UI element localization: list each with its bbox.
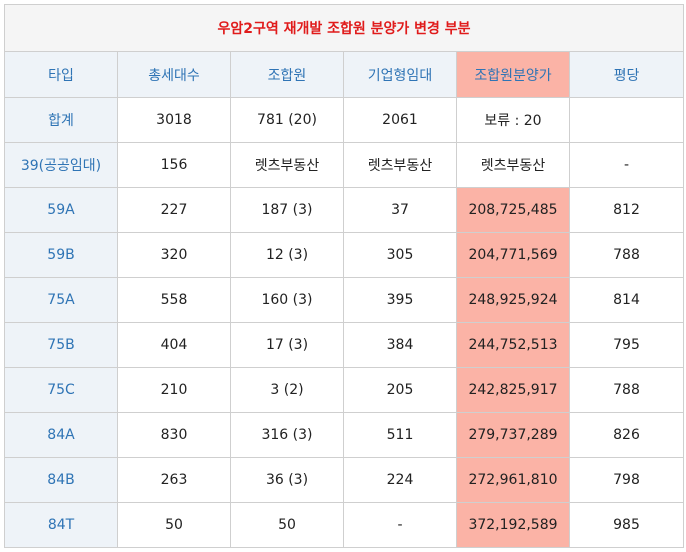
- cell-member-price: 204,771,569: [456, 232, 570, 278]
- header-total-units: 총세대수: [117, 51, 231, 98]
- cell-total-units: 404: [117, 322, 231, 368]
- cell-member-price: 248,925,924: [456, 277, 570, 323]
- cell-per-pyeong: [568, 97, 685, 143]
- cell-total-units: 156: [117, 142, 231, 188]
- header-per-pyeong: 평당: [568, 51, 685, 98]
- cell-total-units: 263: [117, 457, 231, 503]
- cell-per-pyeong: 788: [568, 367, 685, 413]
- cell-members: 50: [230, 502, 344, 548]
- cell-type: 75B: [4, 322, 118, 368]
- cell-type: 39(공공임대): [4, 142, 118, 188]
- cell-members: 316 (3): [230, 412, 344, 458]
- header-corporate-rental: 기업형임대: [343, 51, 457, 98]
- cell-members: 3 (2): [230, 367, 344, 413]
- table-row: 39(공공임대) 156 렛츠부동산 렛츠부동산 렛츠부동산 -: [4, 142, 685, 188]
- cell-member-price: 렛츠부동산: [456, 142, 570, 188]
- cell-members: 36 (3): [230, 457, 344, 503]
- cell-type: 75C: [4, 367, 118, 413]
- cell-members: 렛츠부동산: [230, 142, 344, 188]
- price-table: 우암2구역 재개발 조합원 분양가 변경 부분 타입 총세대수 조합원 기업형임…: [3, 4, 685, 548]
- table-title: 우암2구역 재개발 조합원 분양가 변경 부분: [3, 4, 685, 52]
- cell-type: 75A: [4, 277, 118, 323]
- price-table-container: 우암2구역 재개발 조합원 분양가 변경 부분 타입 총세대수 조합원 기업형임…: [3, 4, 685, 548]
- cell-type: 84B: [4, 457, 118, 503]
- cell-type: 59B: [4, 232, 118, 278]
- cell-total-units: 320: [117, 232, 231, 278]
- cell-corporate-rental: -: [343, 502, 457, 548]
- cell-corporate-rental: 511: [343, 412, 457, 458]
- cell-per-pyeong: 814: [568, 277, 685, 323]
- cell-member-price: 279,737,289: [456, 412, 570, 458]
- header-type: 타입: [4, 51, 118, 98]
- cell-per-pyeong: 985: [568, 502, 685, 548]
- cell-per-pyeong: 826: [568, 412, 685, 458]
- cell-member-price: 272,961,810: [456, 457, 570, 503]
- table-row: 75A 558 160 (3) 395 248,925,924 814: [4, 277, 685, 323]
- header-members: 조합원: [230, 51, 344, 98]
- cell-total-units: 3018: [117, 97, 231, 143]
- cell-per-pyeong: 795: [568, 322, 685, 368]
- cell-per-pyeong: 798: [568, 457, 685, 503]
- table-row: 84B 263 36 (3) 224 272,961,810 798: [4, 457, 685, 503]
- cell-corporate-rental: 37: [343, 187, 457, 233]
- cell-members: 12 (3): [230, 232, 344, 278]
- cell-per-pyeong: 788: [568, 232, 685, 278]
- cell-corporate-rental: 395: [343, 277, 457, 323]
- cell-corporate-rental: 205: [343, 367, 457, 413]
- cell-member-price: 244,752,513: [456, 322, 570, 368]
- cell-member-price: 보류 : 20: [456, 97, 570, 143]
- cell-corporate-rental: 렛츠부동산: [343, 142, 457, 188]
- cell-corporate-rental: 305: [343, 232, 457, 278]
- header-member-price: 조합원분양가: [456, 51, 570, 98]
- cell-total-units: 50: [117, 502, 231, 548]
- cell-per-pyeong: 812: [568, 187, 685, 233]
- cell-type: 합계: [4, 97, 118, 143]
- cell-member-price: 208,725,485: [456, 187, 570, 233]
- cell-member-price: 372,192,589: [456, 502, 570, 548]
- cell-total-units: 830: [117, 412, 231, 458]
- table-row: 75B 404 17 (3) 384 244,752,513 795: [4, 322, 685, 368]
- cell-total-units: 558: [117, 277, 231, 323]
- cell-per-pyeong: -: [568, 142, 685, 188]
- cell-members: 17 (3): [230, 322, 344, 368]
- cell-members: 160 (3): [230, 277, 344, 323]
- table-row: 59B 320 12 (3) 305 204,771,569 788: [4, 232, 685, 278]
- cell-members: 187 (3): [230, 187, 344, 233]
- cell-corporate-rental: 224: [343, 457, 457, 503]
- table-row: 59A 227 187 (3) 37 208,725,485 812: [4, 187, 685, 233]
- cell-total-units: 227: [117, 187, 231, 233]
- table-row: 합계 3018 781 (20) 2061 보류 : 20: [4, 97, 685, 143]
- cell-corporate-rental: 2061: [343, 97, 457, 143]
- cell-type: 84A: [4, 412, 118, 458]
- table-row: 84A 830 316 (3) 511 279,737,289 826: [4, 412, 685, 458]
- table-row: 84T 50 50-372,192,589 985: [4, 502, 685, 548]
- cell-type: 59A: [4, 187, 118, 233]
- cell-total-units: 210: [117, 367, 231, 413]
- table-row: 75C 210 3 (2) 205 242,825,917 788: [4, 367, 685, 413]
- cell-corporate-rental: 384: [343, 322, 457, 368]
- cell-members: 781 (20): [230, 97, 344, 143]
- table-title-row: 우암2구역 재개발 조합원 분양가 변경 부분: [3, 4, 685, 52]
- cell-type: 84T: [4, 502, 118, 548]
- cell-member-price: 242,825,917: [456, 367, 570, 413]
- table-header-row: 타입 총세대수 조합원 기업형임대 조합원분양가 평당: [4, 51, 685, 98]
